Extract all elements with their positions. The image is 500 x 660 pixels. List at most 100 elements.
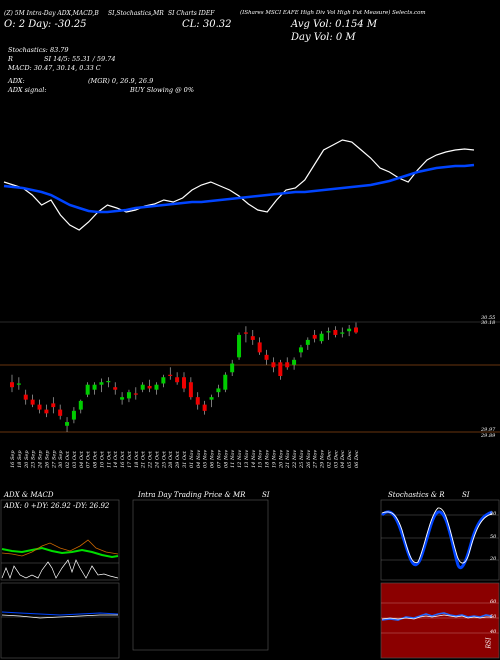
candle-body	[209, 397, 214, 400]
date-tick-label: 22 Nov	[292, 450, 298, 469]
candle-body	[133, 393, 138, 395]
stoch-si: SI	[462, 491, 470, 499]
date-tick-label: 21 Nov	[285, 450, 291, 469]
adx-signal-label: ADX signal:	[8, 86, 47, 94]
candle-body	[65, 422, 70, 426]
date-tick-label: 02 Dec	[326, 450, 332, 468]
candle-body	[188, 382, 193, 398]
adx-label: ADX:	[8, 77, 25, 85]
price-level-label: 29.89	[481, 433, 496, 439]
rsi-readout: SI 14/5: 55.31 / 59.74	[44, 55, 116, 63]
candle-body	[305, 339, 310, 345]
candle-body	[202, 404, 207, 411]
date-tick-label: 03 Oct	[72, 450, 78, 468]
header-line1-mid2: SI Charts IDEF	[168, 10, 215, 17]
candle-body	[44, 409, 49, 414]
adx-green-line	[1, 546, 119, 559]
candle-body	[126, 392, 131, 399]
date-tick-label: 28 Oct	[168, 450, 174, 469]
adx-mgr-readout: (MGR) 0, 26.9, 26.9	[88, 77, 154, 85]
candle-body	[51, 403, 56, 408]
date-tick-label: 06 Dec	[354, 450, 360, 468]
date-tick-label: 08 Nov	[223, 450, 229, 468]
intraday-panel-frame	[132, 499, 269, 651]
candle-body	[175, 377, 180, 383]
rsi-panel-frame	[380, 582, 500, 659]
date-tick-label: 11 Nov	[230, 450, 236, 468]
day-vol: Day Vol: 0 M	[291, 32, 356, 43]
date-tick-label: 20 Nov	[278, 450, 284, 469]
candle-body	[243, 332, 248, 334]
adx-values: ADX: 0 +DY: 26.92 -DY: 26.92	[4, 502, 110, 510]
macd-readout: MACD: 30.47, 30.14, 0.33 C	[8, 64, 101, 72]
macd-panel-frame	[0, 582, 120, 659]
candle-body	[106, 380, 111, 383]
candle-body	[312, 334, 317, 339]
date-tick-label: 18 Oct	[134, 450, 140, 468]
stoch-title: Stochastics & R	[388, 491, 445, 499]
rsi-level-label: 50	[490, 614, 497, 620]
date-tick-label: 05 Dec	[347, 450, 353, 468]
candle-body	[257, 342, 262, 353]
stoch-white-line	[381, 507, 493, 564]
candle-body	[154, 384, 159, 390]
date-tick-label: 29 Oct	[175, 450, 181, 469]
candle-body	[326, 331, 331, 333]
candle-body	[195, 397, 200, 405]
date-tick-label: 31 Oct	[182, 450, 188, 468]
candle-body	[182, 377, 186, 389]
header-line1-left: (Z) 5M Intra-Day ADX,MACD,B	[4, 10, 99, 17]
candle-body	[354, 327, 358, 333]
date-tick-label: 16 Oct	[120, 450, 126, 468]
stoch-level-label: 80	[490, 511, 497, 517]
candle-body	[230, 363, 235, 373]
date-tick-label: 27 Sep	[51, 450, 57, 469]
candle-body	[237, 334, 242, 358]
intraday-si: SI	[262, 491, 270, 499]
date-tick-label: 04 Oct	[79, 450, 85, 468]
rsi-right-label: RSI	[485, 637, 493, 649]
candle-body	[37, 404, 42, 410]
candle-body	[113, 387, 118, 390]
adx-panel-frame	[0, 499, 120, 581]
date-tick-label: 16 Sep	[10, 450, 16, 468]
price-level-label: 30.18	[481, 320, 496, 326]
date-tick-label: 07 Oct	[86, 450, 92, 468]
adx-orange-line	[1, 539, 119, 557]
date-tick-label: 01 Nov	[189, 450, 195, 468]
stochastics-readout: Stochastics: 83.79	[8, 46, 69, 54]
date-tick-label: 27 Nov	[313, 450, 319, 469]
date-tick-label: 26 Nov	[306, 450, 312, 469]
date-tick-label: 25 Nov	[299, 450, 305, 469]
rsi-blue-line	[381, 612, 493, 621]
rsi-label: R	[8, 55, 13, 63]
date-tick-label: 24 Sep	[38, 450, 44, 469]
date-tick-label: 11 Oct	[106, 450, 112, 468]
candle-body	[58, 409, 63, 416]
candle-body	[147, 385, 152, 389]
date-tick-label: 25 Oct	[161, 450, 167, 469]
candle-body	[319, 333, 324, 342]
date-tick-label: 20 Sep	[24, 450, 30, 469]
date-tick-label: 18 Nov	[265, 450, 271, 468]
price-level-label: 30.55	[481, 315, 496, 321]
date-tick-label: 18 Sep	[17, 450, 23, 468]
candle-body	[340, 332, 345, 334]
date-tick-label: 14 Nov	[251, 450, 257, 468]
rsi-level-label: 40	[490, 629, 497, 635]
close-label: CL: 30.32	[182, 19, 232, 30]
candle-body	[16, 383, 21, 385]
candle-body	[264, 354, 269, 360]
candle-body	[99, 382, 104, 385]
date-tick-label: 07 Nov	[216, 450, 222, 468]
date-tick-label: 08 Oct	[93, 450, 99, 468]
candle-body	[168, 374, 173, 376]
date-tick-label: 29 Nov	[320, 450, 326, 469]
stoch-blue-line	[380, 510, 493, 569]
date-tick-label: 03 Dec	[333, 450, 339, 468]
date-tick-label: 06 Nov	[210, 450, 216, 468]
candle-body	[10, 382, 14, 388]
date-tick-label: 30 Sep	[58, 450, 64, 468]
candle-body	[292, 359, 297, 365]
date-tick-label: 24 Oct	[154, 450, 160, 469]
